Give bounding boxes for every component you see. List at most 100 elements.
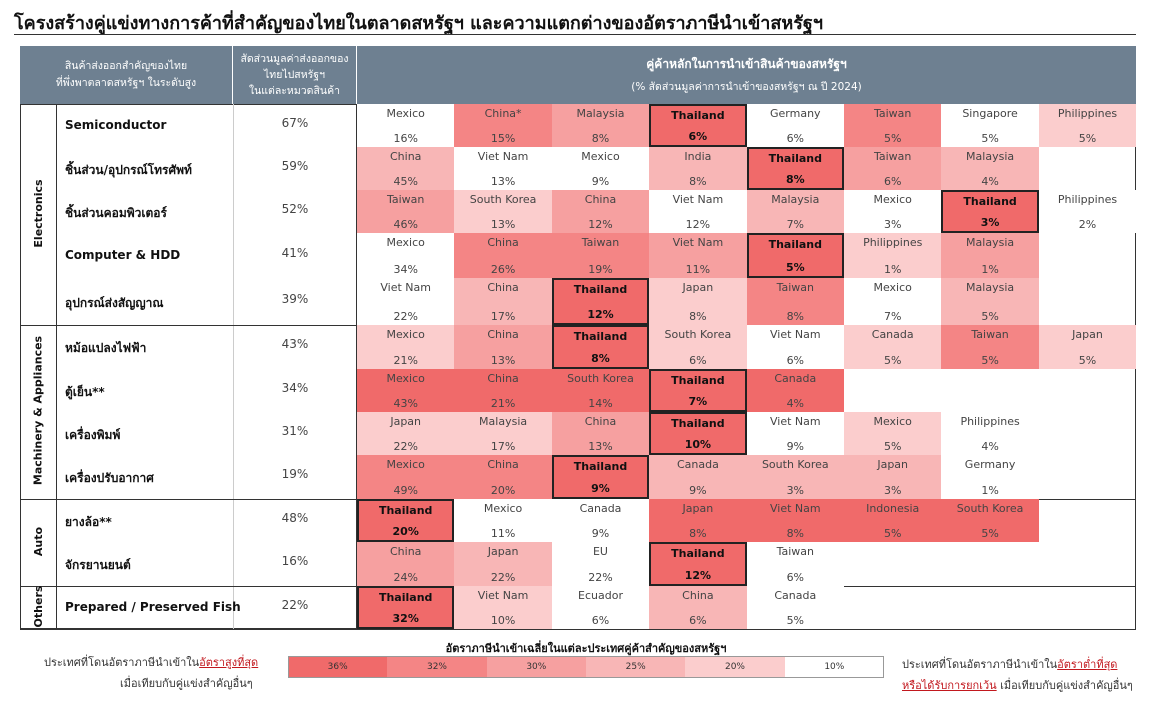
category-label: Auto: [31, 526, 45, 556]
partner-country: China: [487, 372, 519, 385]
partner-country: Japan: [682, 502, 714, 515]
partner-country: Mexico: [386, 458, 425, 471]
partner-cell: China 20%: [454, 455, 552, 499]
partner-share: 8%: [689, 527, 707, 540]
partner-country: Thailand: [378, 504, 433, 517]
partner-country: Mexico: [386, 328, 425, 341]
partner-share: 6%: [689, 354, 707, 367]
page-title: โครงสร้างคู่แข่งทางการค้าที่สำคัญของไทยใ…: [14, 13, 823, 34]
partner-share: 3%: [786, 484, 805, 497]
partner-country: Germany: [964, 458, 1016, 471]
note-right-text2: เมื่อเทียบกับคู่แข่งสำคัญอื่นๆ: [996, 679, 1133, 692]
partner-country: China: [487, 281, 519, 294]
partner-country: EU: [592, 545, 608, 558]
note-right-emph: อัตราต่ำที่สุด: [1057, 658, 1118, 671]
partner-country: Malaysia: [479, 415, 528, 428]
partner-cell: South Korea 5%: [941, 499, 1039, 542]
partner-share: 8%: [689, 175, 707, 188]
header-products-text: สินค้าส่งออกสำคัญของไทย ที่พึ่งพาตลาดสหร…: [55, 60, 197, 89]
note-left-text: ประเทศที่โดนอัตราภาษีนำเข้าใน: [44, 656, 200, 669]
partner-cell: Mexico 16%: [357, 104, 455, 147]
partner-country: Canada: [579, 502, 622, 515]
partner-share: 12%: [588, 218, 613, 231]
thai-share-value: 52%: [281, 201, 309, 216]
partner-share: 6%: [689, 614, 707, 627]
partner-country: Philippines: [1057, 193, 1118, 206]
category-label: Machinery & Appliances: [31, 335, 45, 486]
partner-country: China: [682, 589, 714, 602]
partner-share: 13%: [490, 175, 516, 188]
partner-country: Thailand: [573, 283, 628, 296]
partner-share: 15%: [490, 132, 516, 145]
legend-swatch: 30%: [486, 656, 586, 678]
partner-share: 1%: [883, 263, 902, 276]
product-label: ชิ้นส่วนคอมพิวเตอร์: [65, 205, 167, 220]
partner-share: 5%: [981, 132, 999, 145]
partner-country: Mexico: [873, 415, 912, 428]
product-label: ยางล้อ**: [65, 514, 112, 529]
partner-country: India: [684, 150, 712, 163]
legend-swatch: 32%: [387, 656, 487, 678]
partner-cell: Thailand 20%: [357, 499, 455, 542]
partner-cell: Taiwan 46%: [357, 190, 455, 233]
partner-country: Taiwan: [386, 193, 425, 206]
partner-share: 20%: [490, 484, 516, 497]
partner-cell: Japan 5%: [1038, 325, 1137, 369]
partner-cell: China 6%: [649, 586, 747, 629]
partner-share: 6%: [786, 571, 805, 584]
partner-cell: Mexico 7%: [844, 278, 942, 325]
partner-country: Philippines: [863, 236, 923, 249]
partner-cell: Canada 4%: [746, 369, 844, 412]
share-divider-vertical: [233, 104, 234, 629]
partner-cell: Viet Nam 13%: [454, 147, 552, 190]
partner-country: Taiwan: [776, 281, 814, 294]
partner-country: Taiwan: [873, 150, 912, 163]
partner-cell: Japan 8%: [649, 499, 747, 542]
partner-country: Canada: [676, 458, 719, 471]
partner-cell: Japan 22%: [357, 412, 455, 455]
partner-cell: Philippines 2%: [1038, 190, 1137, 233]
header-share: สัดส่วนมูลค่าส่งออกของ ไทยไปสหรัฐฯ ในแต่…: [233, 46, 357, 104]
partner-country: Viet Nam: [672, 236, 724, 249]
partner-share: 16%: [393, 132, 418, 145]
thai-share-value: 41%: [281, 245, 309, 260]
partner-country: Mexico: [873, 193, 912, 206]
partner-cell: Thailand 8%: [746, 147, 844, 190]
partner-cell: Canada 5%: [746, 586, 844, 629]
partner-share: 22%: [490, 571, 516, 584]
partner-country: Indonesia: [866, 502, 920, 515]
partner-cell: Taiwan 5%: [941, 325, 1039, 369]
partner-share: 11%: [685, 263, 711, 276]
partner-country: China: [487, 458, 519, 471]
partner-cell: Taiwan 6%: [844, 147, 942, 190]
partner-share: 5%: [883, 440, 902, 453]
partner-cell: Japan 3%: [844, 455, 942, 499]
partner-share: 13%: [490, 218, 516, 231]
header-share-text: สัดส่วนมูลค่าส่งออกของ ไทยไปสหรัฐฯ ในแต่…: [240, 53, 349, 97]
partner-country: Canada: [774, 372, 817, 385]
note-left-line2: เมื่อเทียบกับคู่แข่งสำคัญอื่นๆ: [120, 677, 253, 690]
partner-country: Thailand: [671, 109, 725, 122]
partner-country: Ecuador: [578, 589, 623, 602]
partner-country: Viet Nam: [769, 502, 821, 515]
partner-share: 6%: [688, 130, 708, 143]
note-left-line1: ประเทศที่โดนอัตราภาษีนำเข้าในอัตราสูงที่…: [44, 653, 258, 671]
partner-share: 5%: [981, 354, 999, 367]
partner-cell: Philippines 1%: [844, 233, 942, 278]
partner-country: Japan: [877, 458, 909, 471]
partner-share: 1%: [981, 484, 999, 497]
partner-share: 10%: [490, 614, 516, 627]
thai-share-value: 39%: [281, 291, 309, 306]
partner-cell: China 12%: [551, 190, 650, 233]
partner-share: 45%: [393, 175, 418, 188]
partner-cell: Singapore 5%: [941, 104, 1039, 147]
partner-share: 14%: [588, 397, 613, 410]
partner-country: Singapore: [962, 107, 1018, 120]
thai-share-value: 48%: [281, 510, 309, 525]
partner-cell: Thailand 12%: [551, 278, 650, 325]
category-divider-vertical: [56, 104, 57, 629]
partner-share: 12%: [684, 569, 712, 582]
partner-cell: India 8%: [649, 147, 747, 190]
partner-cell: Malaysia 17%: [454, 412, 552, 455]
partner-share: 26%: [490, 263, 516, 276]
